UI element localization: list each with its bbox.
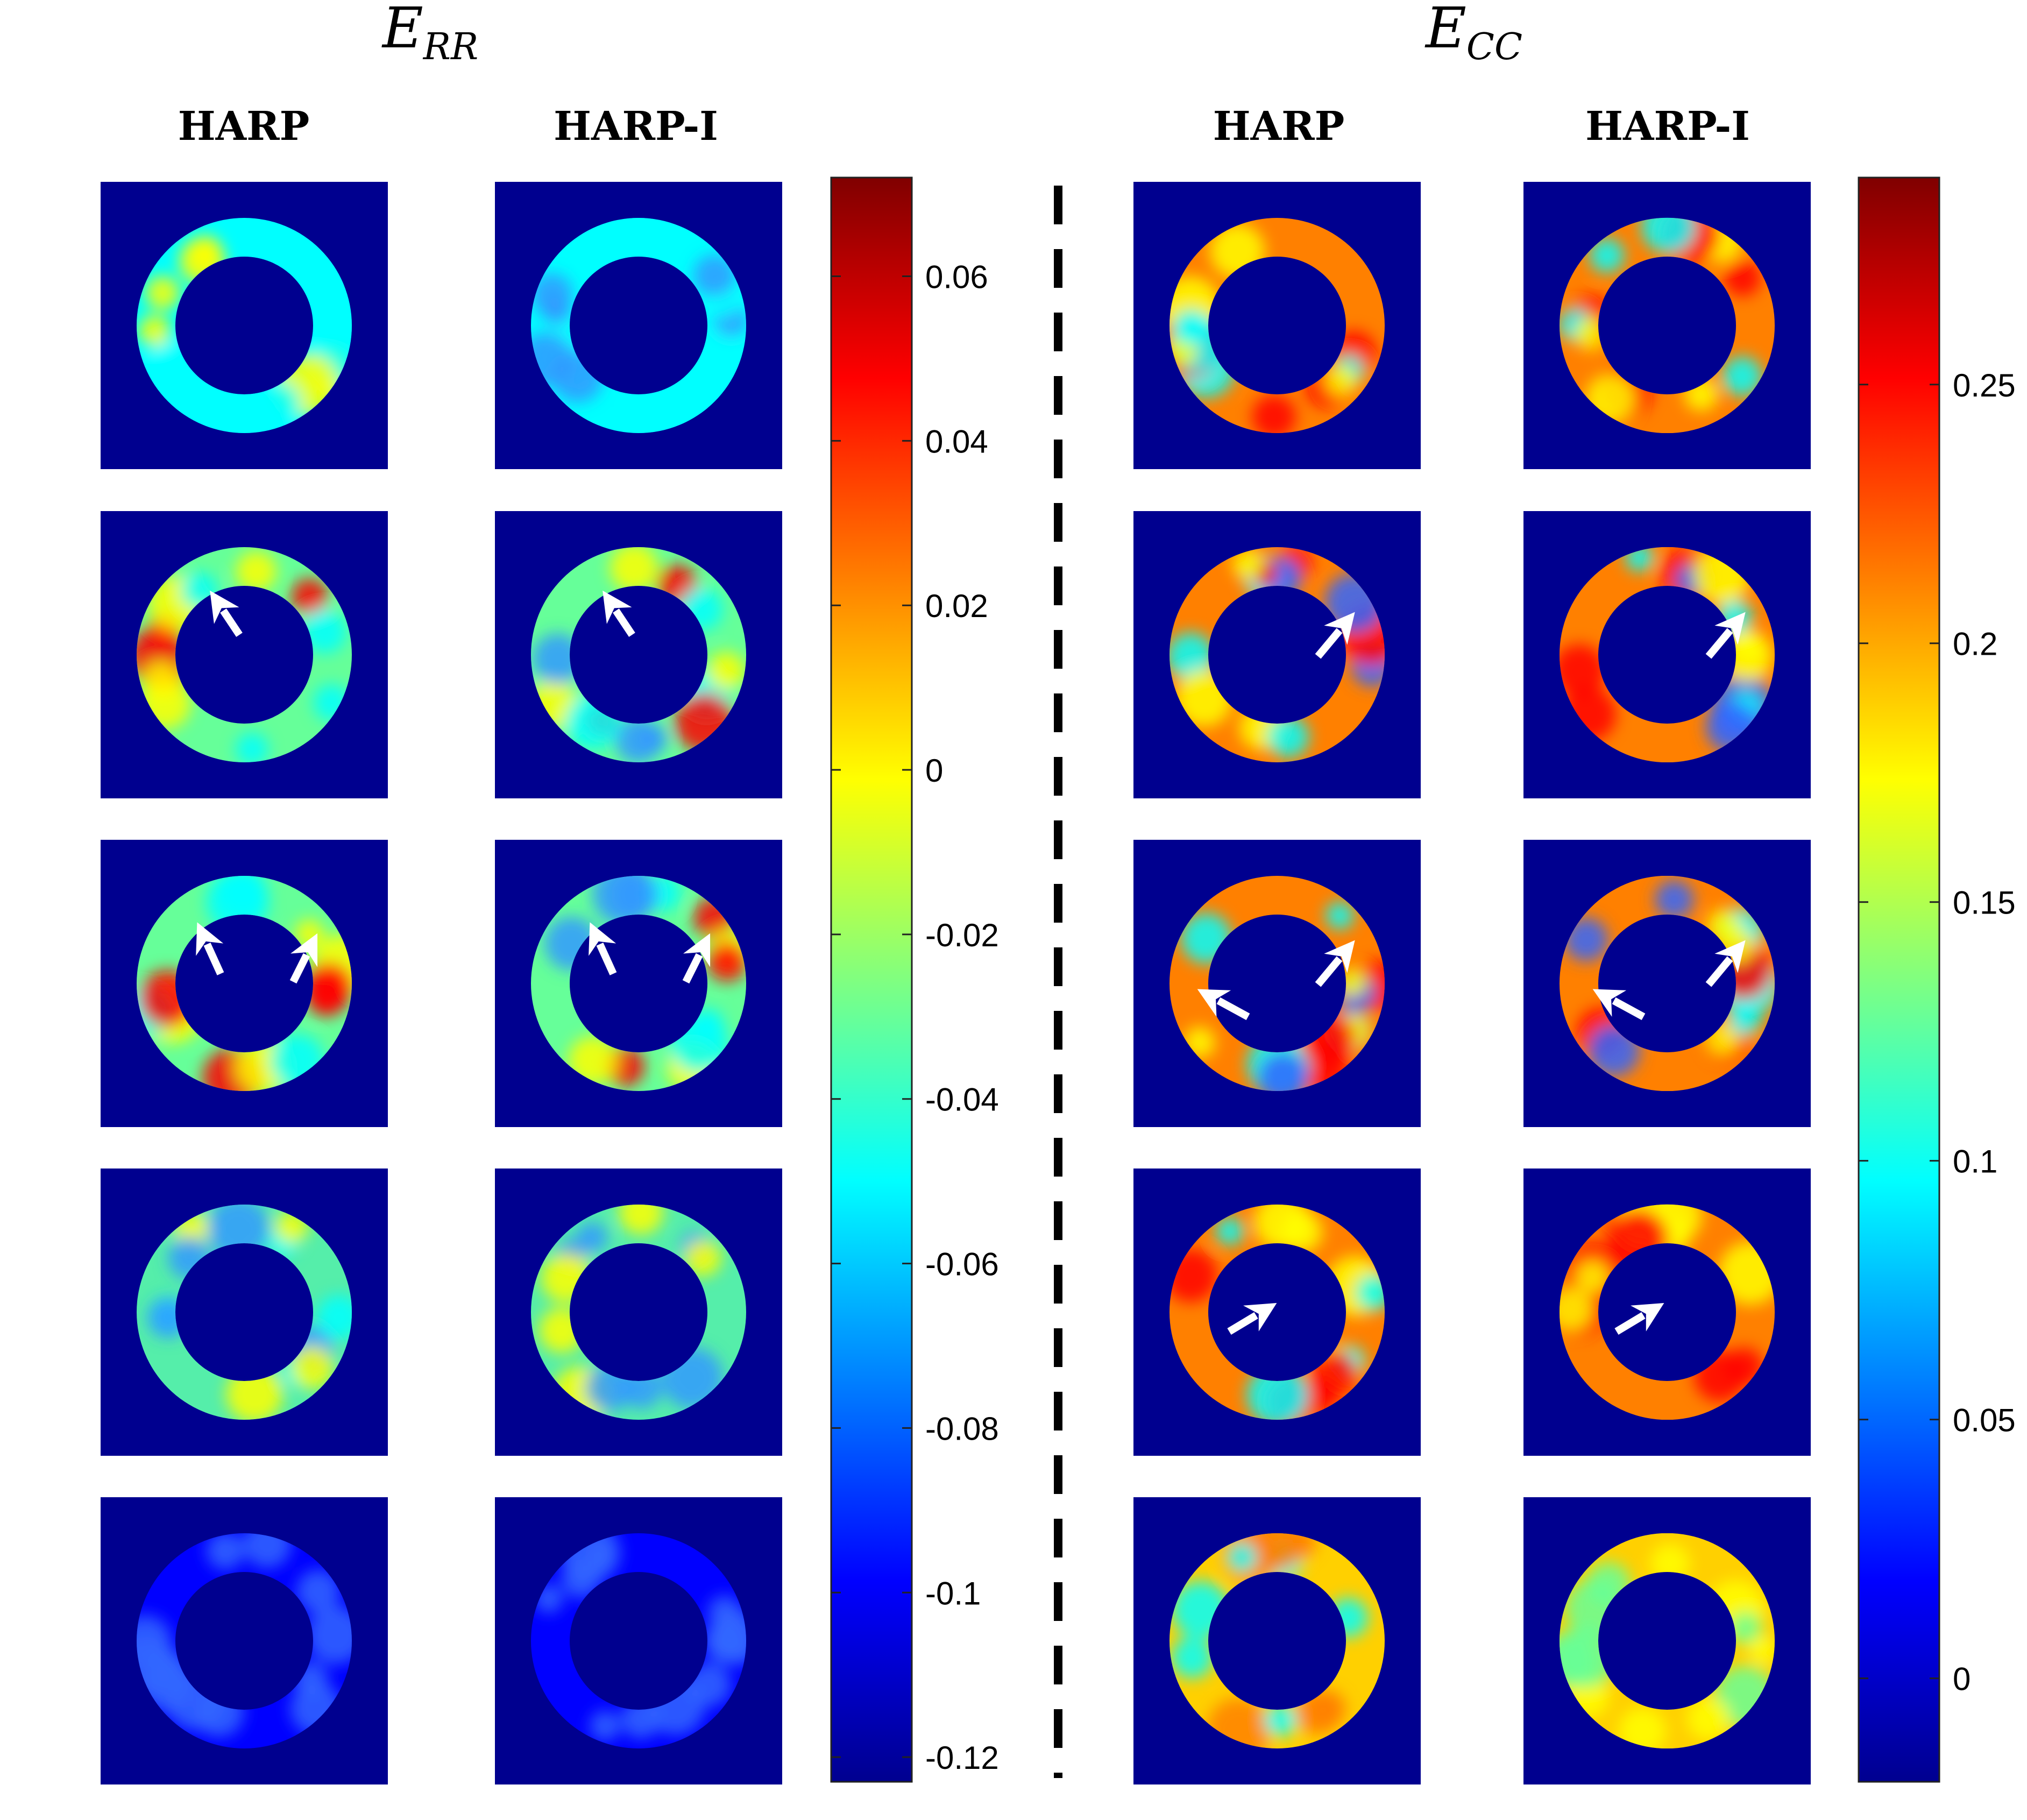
- colorbar-tick-label: 0.15: [1953, 885, 2016, 921]
- annotation-arrow: [682, 933, 711, 984]
- annotation-arrow: [196, 922, 224, 975]
- annotation-arrow: [1227, 1302, 1277, 1335]
- colorbar-tick-label: -0.12: [925, 1740, 999, 1776]
- ecc-col-harp: HARP: [1213, 103, 1344, 150]
- colorbar-tick-label: 0.05: [1953, 1403, 2016, 1439]
- annotation-arrow: [1614, 1302, 1664, 1335]
- strain-map-tile: [1133, 1169, 1421, 1456]
- strain-map-tile: [101, 511, 388, 798]
- ecc-col-harp-i: HARP-I: [1585, 103, 1750, 150]
- ecc-title-main: E: [1424, 0, 1466, 61]
- annotation-arrows: [196, 590, 1746, 1335]
- colorbar-tick-label: 0.1: [1953, 1144, 1997, 1180]
- myocardium-ring: [137, 1205, 352, 1420]
- err-colorbar: 0.06 0.04 0.02 0 -0.02 -0.04 -0.06 -0.08 -0.1 -0.…: [830, 176, 999, 1783]
- colorbar-tick-label: -0.1: [925, 1575, 981, 1611]
- strain-map-tile: [495, 182, 782, 469]
- colorbar-tick-label: 0.25: [1953, 367, 2016, 403]
- myocardium-ring: [137, 547, 352, 762]
- annotation-arrow: [1705, 612, 1746, 659]
- strain-map-tile: [101, 1169, 388, 1456]
- strain-map-tile: [495, 840, 782, 1127]
- err-title: ERR: [381, 0, 478, 68]
- err-colorbar-bar: [830, 176, 913, 1783]
- annotation-arrow: [289, 933, 318, 984]
- err-title-main: E: [381, 0, 423, 61]
- annotation-arrow: [1705, 940, 1746, 987]
- colorbar-tick-label: -0.06: [925, 1247, 999, 1283]
- annotation-arrow: [603, 590, 635, 637]
- strain-map-tile: [1133, 840, 1421, 1127]
- ecc-title-sub: CC: [1466, 26, 1522, 68]
- colorbar-tick-label: 0: [1953, 1661, 1971, 1697]
- strain-map-tile: [495, 1497, 782, 1784]
- strain-map-tile: [1523, 1497, 1811, 1784]
- strain-map-tile: [1523, 840, 1811, 1127]
- annotation-arrow: [1592, 989, 1646, 1021]
- myocardium-ring: [531, 1533, 746, 1748]
- err-title-sub: RR: [422, 26, 478, 68]
- strain-map-tile: [495, 511, 782, 798]
- myocardium-ring: [1559, 547, 1775, 762]
- colorbar-tick-label: 0.2: [1953, 626, 1997, 662]
- colorbar-tick-label: -0.02: [925, 917, 999, 953]
- annotation-arrow: [589, 922, 617, 975]
- strain-map-tile: [1523, 511, 1811, 798]
- colorbar-tick-label: 0.02: [925, 588, 988, 624]
- strain-map-tile: [495, 1169, 782, 1456]
- colorbar-tick-label: -0.08: [925, 1411, 999, 1447]
- strain-map-tile: [1523, 1169, 1811, 1456]
- myocardium-ring: [137, 876, 352, 1091]
- ecc-colorbar-ticks: 0.25 0.2 0.15 0.1 0.05 0: [1859, 367, 2016, 1697]
- colorbar-tick-label: -0.04: [925, 1082, 999, 1118]
- strain-map-tile: [101, 1497, 388, 1784]
- colorbar-tick-label: 0.06: [925, 259, 988, 295]
- colorbar-tick-label: 0: [925, 753, 943, 789]
- strain-map-tile: [101, 182, 388, 469]
- colorbar-tick-label: 0.04: [925, 423, 988, 459]
- ecc-colorbar-bar: [1858, 176, 1940, 1783]
- err-col-harp-i: HARP-I: [554, 103, 718, 150]
- strain-map-grid: [101, 182, 1811, 1784]
- strain-map-tile: [1523, 182, 1811, 469]
- annotation-arrow: [1315, 940, 1355, 987]
- strain-map-tile: [1133, 511, 1421, 798]
- err-colorbar-ticks: 0.06 0.04 0.02 0 -0.02 -0.04 -0.06 -0.08 -0.1 -0.…: [831, 259, 999, 1776]
- ecc-title: ECC: [1424, 0, 1522, 68]
- annotation-arrow: [210, 590, 243, 637]
- err-col-harp: HARP: [178, 103, 309, 150]
- annotation-arrow: [1197, 989, 1250, 1021]
- ecc-colorbar: 0.25 0.2 0.15 0.1 0.05 0: [1858, 176, 2016, 1783]
- strain-map-tile: [1133, 182, 1421, 469]
- annotation-arrow: [1315, 612, 1355, 659]
- strain-map-tile: [101, 840, 388, 1127]
- strain-map-tile: [1133, 1497, 1421, 1784]
